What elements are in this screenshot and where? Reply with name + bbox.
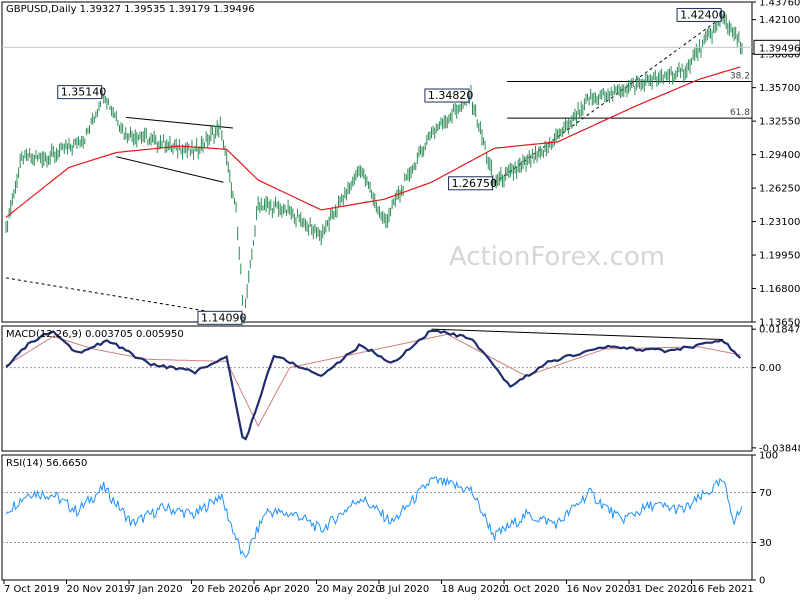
macd-panel-title: MACD(12,26,9) 0.003705 0.005950 xyxy=(6,329,184,340)
price-panel-title: GBPUSD,Daily 1.39327 1.39535 1.39179 1.3… xyxy=(6,4,255,15)
rsi-y-tick-label: 70 xyxy=(759,488,772,499)
rsi-y-tick-label: 30 xyxy=(759,538,772,549)
price-y-tick-label: 1.38880 xyxy=(759,49,800,60)
rsi-panel-frame xyxy=(1,454,753,581)
rsi-panel-title: RSI(14) 56.6650 xyxy=(6,458,87,469)
price-level-box xyxy=(676,7,722,22)
macd-y-tick-label: 0.00 xyxy=(759,363,781,374)
fib-level-label: 61.8 xyxy=(730,108,750,118)
x-tick-label: 16 Feb 2021 xyxy=(692,584,754,595)
price-y-tick-label: 1.35700 xyxy=(759,83,800,94)
x-tick-label: 7 Jan 2020 xyxy=(129,584,183,595)
triangle-upper-line xyxy=(125,116,233,129)
price-panel-frame xyxy=(1,1,753,323)
price-y-tick-label: 1.43760 xyxy=(759,0,800,9)
x-tick-label: 1 Oct 2020 xyxy=(504,584,559,595)
current-price-label: 1.39496 xyxy=(759,43,800,54)
fib-level-label: 38.2 xyxy=(730,71,750,81)
watermark-text: ActionForex.com xyxy=(449,242,665,272)
price-level-box xyxy=(197,310,243,325)
price-level-label: 1.34820 xyxy=(428,89,474,102)
price-y-tick-label: 1.29400 xyxy=(759,150,800,161)
support-trendline xyxy=(5,277,245,318)
ema-line xyxy=(5,66,741,218)
price-y-tick-label: 1.13650 xyxy=(759,318,800,329)
price-y-tick-label: 1.32550 xyxy=(759,117,800,128)
price-y-tick-label: 1.23100 xyxy=(759,217,800,228)
x-tick-label: 20 Feb 2020 xyxy=(192,584,254,595)
macd-divergence-line xyxy=(431,328,724,341)
price-y-tick-label: 1.16800 xyxy=(759,284,800,295)
macd-y-tick-label: 0.018471 xyxy=(759,325,800,336)
rsi-y-tick-label: 100 xyxy=(759,451,778,462)
triangle-lower-line xyxy=(116,156,224,183)
price-level-label: 1.26750 xyxy=(452,177,498,190)
rising-dashed-trendline xyxy=(494,16,724,184)
price-level-box xyxy=(448,176,494,191)
x-tick-label: 18 Aug 2020 xyxy=(442,584,506,595)
x-tick-label: 16 Nov 2020 xyxy=(567,584,631,595)
x-tick-label: 20 Nov 2019 xyxy=(67,584,131,595)
price-level-box xyxy=(57,85,103,100)
x-tick-label: 31 Dec 2020 xyxy=(629,584,693,595)
x-tick-label: 20 May 2020 xyxy=(317,584,382,595)
x-tick-label: 7 Oct 2019 xyxy=(4,584,59,595)
macd-panel-frame xyxy=(1,325,753,452)
price-level-label: 1.14090 xyxy=(201,311,247,324)
current-price-box xyxy=(753,39,800,55)
price-level-label: 1.35140 xyxy=(61,86,106,99)
macd-y-tick-label: -0.038486 xyxy=(759,443,800,454)
x-tick-label: 6 Apr 2020 xyxy=(254,584,309,595)
rsi-line xyxy=(5,476,743,559)
price-level-box xyxy=(424,88,470,103)
price-level-label: 1.42400 xyxy=(680,8,726,21)
price-y-tick-label: 1.26250 xyxy=(759,184,800,195)
price-y-tick-label: 1.42100 xyxy=(759,15,800,26)
rsi-y-tick-label: 0 xyxy=(759,576,765,587)
x-tick-label: 3 Jul 2020 xyxy=(379,584,429,595)
price-y-tick-label: 1.19950 xyxy=(759,251,800,262)
macd-line xyxy=(5,329,742,441)
